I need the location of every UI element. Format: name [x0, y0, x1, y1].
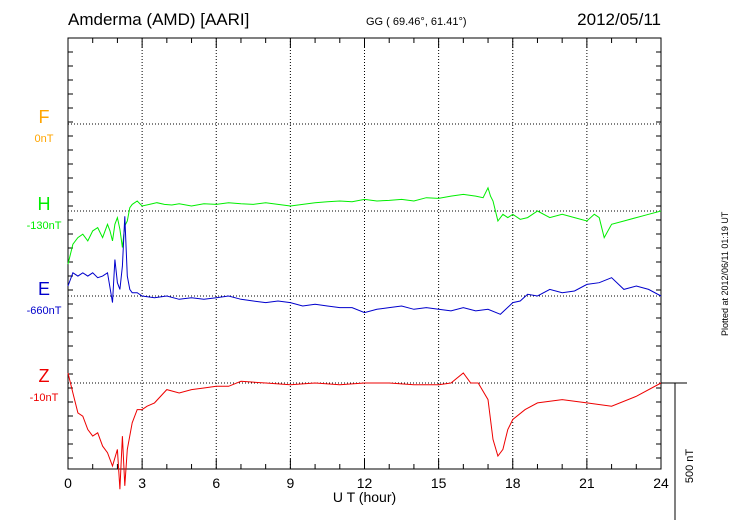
component-label-h: H	[38, 194, 51, 214]
x-tick-label: 18	[505, 475, 521, 491]
x-tick-label: 0	[64, 475, 72, 491]
geo-coordinates: GG ( 69.46°, 61.41°)	[366, 16, 467, 28]
baseline-label-z: -10nT	[30, 392, 59, 404]
x-tick-label: 3	[138, 475, 146, 491]
date-label: 2012/05/11	[577, 10, 661, 29]
trace-z	[67, 372, 662, 490]
scale-bar-label: 500 nT	[684, 449, 696, 484]
station-title: Amderma (AMD) [AARI]	[68, 10, 250, 29]
baseline-label-h: -130nT	[27, 220, 62, 232]
baseline-label-e: -660nT	[27, 305, 62, 317]
trace-e	[67, 216, 662, 315]
baseline-label-f: 0nT	[35, 133, 54, 145]
component-label-f: F	[39, 107, 50, 127]
trace-h	[67, 186, 662, 265]
x-axis-label: U T (hour)	[333, 489, 396, 505]
plotted-timestamp: Plotted at 2012/06/11 01:19 UT	[720, 211, 730, 336]
x-tick-label: 12	[357, 475, 373, 491]
x-tick-label: 6	[212, 475, 220, 491]
component-label-z: Z	[39, 366, 50, 386]
x-tick-label: 9	[286, 475, 294, 491]
component-label-e: E	[38, 279, 50, 299]
x-tick-label: 21	[579, 475, 595, 491]
x-tick-label: 24	[653, 475, 669, 491]
x-tick-label: 15	[431, 475, 447, 491]
